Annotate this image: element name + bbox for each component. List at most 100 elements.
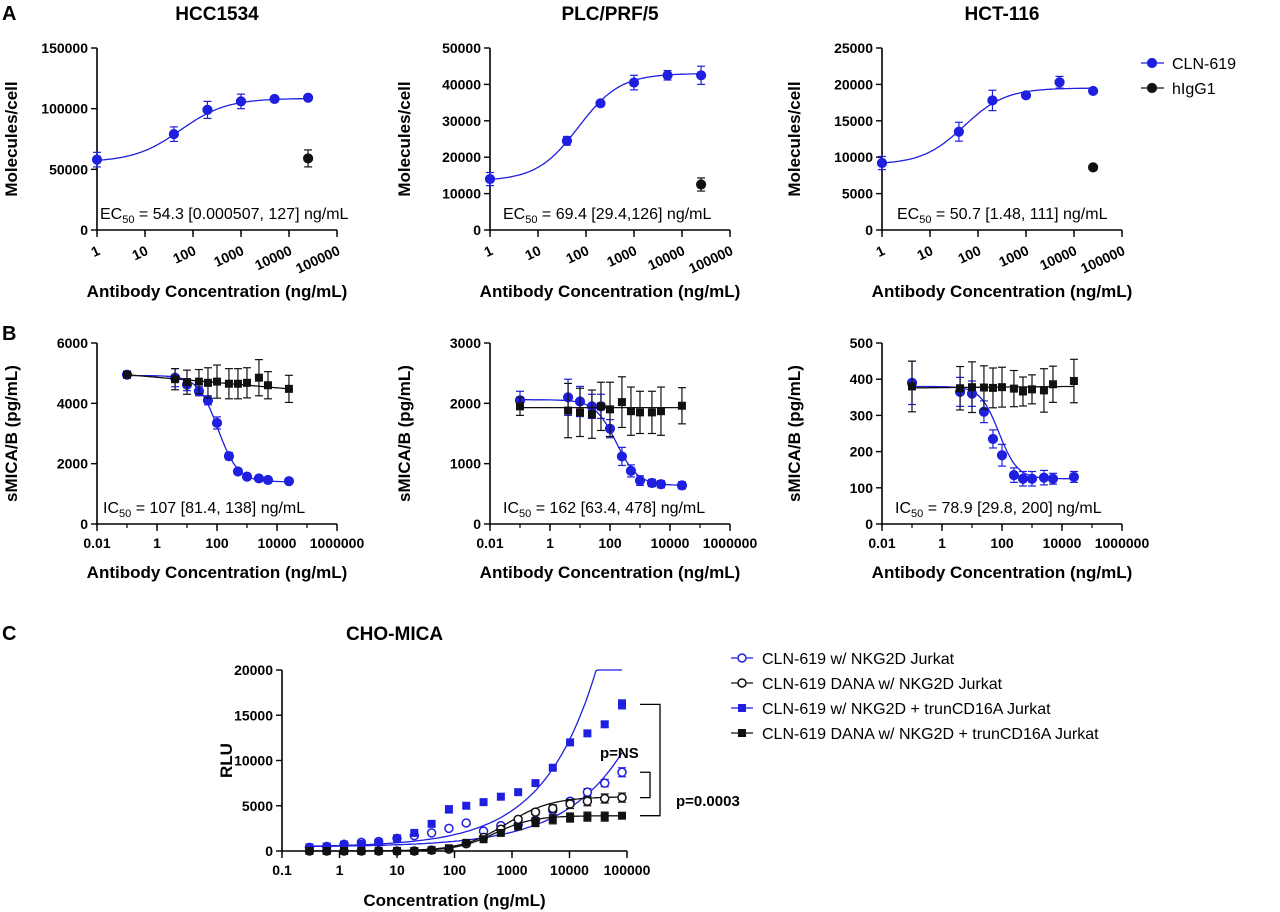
data-point: [410, 828, 419, 837]
series-0: [876, 75, 1099, 171]
y-tick-label: 0: [80, 222, 88, 238]
data-point: [600, 720, 609, 729]
data-point: [634, 475, 646, 486]
data-point: [1088, 162, 1099, 173]
x-tick-label: 1: [938, 535, 946, 551]
data-point: [1018, 387, 1027, 396]
annotation: EC50 = 50.7 [1.48, 111] ng/mL: [897, 206, 1108, 226]
x-tick-label: 100000: [293, 242, 342, 276]
series-1: [908, 358, 1078, 414]
legend-marker: [1146, 57, 1158, 69]
data-point: [496, 792, 505, 801]
data-point: [1026, 473, 1038, 484]
y-tick-label: 50000: [49, 161, 88, 177]
y-tick-label: 100: [850, 480, 874, 496]
data-point: [979, 383, 988, 392]
x-tick-label: 100: [563, 242, 591, 266]
y-tick-label: 10000: [234, 753, 273, 769]
data-point: [340, 840, 349, 849]
legend-marker: [1146, 82, 1158, 94]
x-tick-label: 10: [389, 862, 405, 878]
data-point: [676, 480, 688, 491]
x-tick-label: 1000000: [1095, 535, 1150, 551]
series-3: [305, 811, 627, 855]
x-tick-label: 1000: [996, 242, 1031, 270]
y-tick-label: 10000: [442, 186, 481, 202]
y-axis-label: Molecules/cell: [395, 81, 414, 196]
data-point: [599, 778, 610, 788]
data-point: [530, 807, 541, 817]
data-point: [202, 104, 213, 115]
x-axis-label: Concentration (ng/mL): [363, 891, 545, 910]
data-point: [479, 835, 488, 844]
y-axis-label: RLU: [217, 743, 236, 778]
data-point: [617, 792, 627, 803]
data-point: [548, 803, 558, 814]
y-axis-label: sMICA/B (pg/mL): [395, 365, 414, 502]
annotation: EC50 = 69.4 [29.4,126] ng/mL: [503, 206, 711, 226]
y-tick-label: 30000: [442, 113, 481, 129]
data-point: [988, 383, 997, 392]
data-point: [393, 847, 401, 855]
data-point: [1038, 472, 1050, 483]
data-point: [561, 135, 572, 146]
y-axis-label: sMICA/B (pg/mL): [785, 365, 804, 502]
data-point: [516, 402, 524, 411]
y-tick-label: 20000: [834, 76, 873, 92]
data-point: [427, 846, 436, 855]
data-point: [283, 476, 295, 487]
y-tick-label: 15000: [834, 113, 873, 129]
y-tick-label: 6000: [57, 335, 88, 351]
chart-b2: 0 1000 2000 3000 0.01 1 100 10000 1000000 Antibod…: [395, 335, 757, 582]
panel-label-c: C: [2, 623, 16, 645]
series-0: [484, 65, 707, 187]
x-tick-label: 0.1: [272, 862, 292, 878]
x-tick-label: 1: [88, 242, 102, 260]
data-point: [444, 844, 453, 853]
data-point: [91, 154, 103, 165]
data-point: [647, 408, 656, 417]
data-point: [600, 812, 609, 821]
y-tick-label: 40000: [442, 76, 481, 92]
data-point: [953, 126, 964, 137]
x-axis-label: Antibody Concentration (ng/mL): [872, 282, 1133, 301]
data-point: [513, 814, 523, 825]
y-tick-label: 0: [473, 516, 481, 532]
series-0: [91, 92, 314, 168]
panel-label-a: A: [2, 3, 16, 25]
data-point: [444, 823, 454, 834]
y-tick-label: 0: [80, 516, 88, 532]
x-tick-label: 1: [481, 242, 495, 260]
chart-b1: 0 2000 4000 6000 0.01 1 100 10000 1000000 Antibod…: [2, 335, 364, 582]
data-point: [1028, 385, 1036, 394]
y-tick-label: 300: [850, 407, 874, 423]
y-tick-label: 5000: [242, 798, 273, 814]
data-point: [410, 847, 419, 855]
data-point: [1009, 384, 1018, 393]
legends: CLN-619 hIgG1 CLN-619 w/ NKG2D Jurkat CLN-6…: [731, 56, 1236, 743]
data-point: [876, 157, 888, 169]
data-point: [617, 398, 626, 407]
series-1: [1088, 162, 1099, 173]
series-1: [123, 358, 293, 404]
data-point: [582, 787, 593, 797]
data-point: [618, 700, 627, 709]
x-tick-label: 1: [153, 535, 161, 551]
y-axis-label: sMICA/B (pg/mL): [2, 365, 21, 502]
y-tick-label: 0: [265, 843, 273, 859]
x-tick-label: 10000: [252, 242, 294, 273]
annotation: IC50 = 107 [81.4, 138] ng/mL: [103, 500, 305, 520]
chart-c: 0 5000 10000 15000 20000 0.1 1 10 100 1000 10000 10…: [217, 624, 740, 910]
data-point: [1069, 377, 1078, 386]
y-tick-label: 5000: [842, 186, 873, 202]
fit-curve: [489, 73, 702, 180]
y-axis-label: Molecules/cell: [2, 81, 21, 196]
legend-marker: [738, 704, 746, 712]
data-point: [583, 729, 592, 738]
data-point: [444, 805, 453, 814]
x-tick-label: 100000: [604, 862, 651, 878]
data-point: [393, 834, 401, 843]
